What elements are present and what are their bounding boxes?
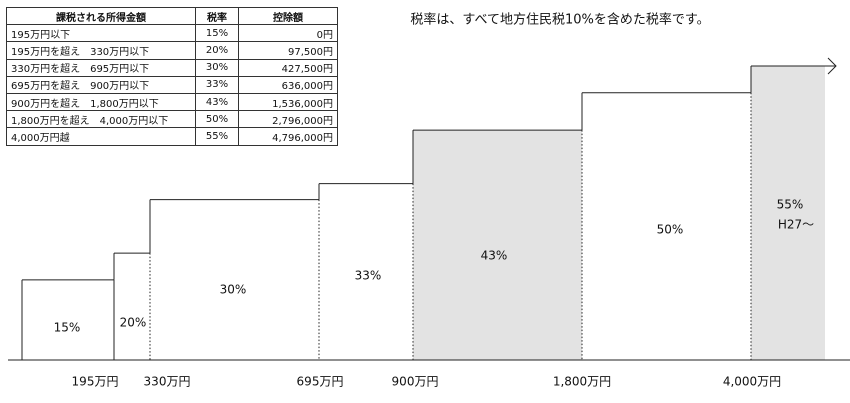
table-row: 4,000万円越 55% 4,796,000円	[6, 127, 338, 146]
step-area	[150, 199, 319, 360]
step-area	[22, 279, 114, 360]
step-area	[582, 92, 751, 361]
step-area	[413, 130, 582, 360]
boundary-label: 4,000万円	[723, 375, 781, 389]
header-cell: 課税される所得金額	[6, 6, 196, 26]
step-area	[751, 66, 825, 360]
value-label: 50%	[657, 223, 684, 237]
header-cell: 税率	[195, 6, 239, 26]
value-label: 33%	[355, 269, 382, 283]
tax-table: 課税される所得金額 税率 控除額 195万円以下 15% 0円 195万円を超え 330万円…	[6, 6, 338, 146]
step-area	[114, 253, 150, 360]
value-label: 55%	[777, 198, 804, 212]
boundary-label: 900万円	[392, 375, 439, 389]
header-cell: 控除額	[238, 6, 338, 26]
value-label: 43%	[481, 249, 508, 263]
table-row: 課税される所得金額 税率 控除額	[6, 6, 338, 26]
table-row: 900万円を超え 1,800万円以下 43% 1,536,000円	[6, 92, 338, 112]
boundary-label: 330万円	[144, 375, 191, 389]
step-area	[319, 183, 413, 360]
cell: 4,796,000円	[238, 127, 338, 146]
value-label: 20%	[120, 316, 147, 330]
table-row: 1,800万円を超え 4,000万円以下 50% 2,796,000円	[6, 110, 338, 129]
boundary-label: 195万円	[72, 375, 119, 389]
boundary-label: 1,800万円	[553, 375, 611, 389]
annotation: H27～	[778, 218, 814, 232]
cell: 4,000万円越	[6, 127, 196, 146]
boundary-label: 695万円	[297, 375, 344, 389]
value-label: 15%	[54, 321, 81, 335]
chart-title: 税率は、すべて地方住民税10%を含めた税率です。	[410, 12, 709, 28]
arrow-head	[825, 57, 837, 75]
table-row: 330万円を超え 695万円以下 30% 427,500円	[6, 58, 338, 77]
value-label: 30%	[220, 283, 247, 297]
table-row: 195万円を超え 330万円以下 20% 97,500円	[6, 41, 338, 60]
